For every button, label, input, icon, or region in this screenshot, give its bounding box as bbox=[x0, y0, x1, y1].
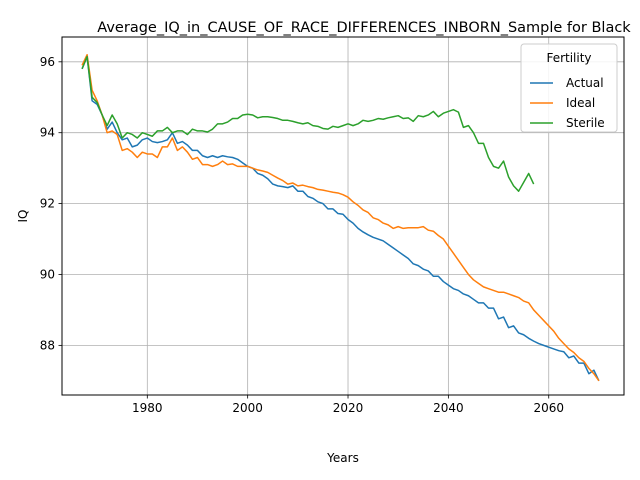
y-tick-label: 96 bbox=[40, 55, 55, 69]
x-tick-label: 2020 bbox=[333, 401, 364, 415]
series-line-ideal bbox=[81, 53, 600, 382]
series-line-actual bbox=[81, 55, 600, 382]
legend-title: Fertility bbox=[546, 51, 591, 65]
x-tick-label: 2040 bbox=[433, 401, 464, 415]
legend-items: Actual Ideal Sterile bbox=[530, 76, 605, 130]
y-tick-label: 92 bbox=[40, 197, 55, 211]
legend-label-actual: Actual bbox=[566, 76, 604, 90]
x-tick-label: 2060 bbox=[533, 401, 564, 415]
x-axis-label: Years bbox=[326, 451, 359, 465]
plot-frame bbox=[61, 36, 625, 396]
x-tick-label: 2000 bbox=[232, 401, 263, 415]
legend-box bbox=[520, 43, 618, 133]
y-tick-label: 94 bbox=[40, 126, 55, 140]
y-tick-label: 88 bbox=[40, 338, 55, 352]
x-tick-label: 1980 bbox=[132, 401, 163, 415]
y-tick-label: 90 bbox=[40, 267, 55, 281]
y-axis-label: IQ bbox=[16, 210, 30, 223]
legend-label-sterile: Sterile bbox=[566, 116, 605, 130]
legend-label-ideal: Ideal bbox=[566, 96, 595, 110]
chart-title: Average_IQ_in_CAUSE_OF_RACE_DIFFERENCES_… bbox=[97, 20, 631, 36]
series-line-sterile bbox=[81, 55, 535, 192]
legend: Fertility Actual Ideal Sterile bbox=[520, 43, 618, 133]
series-lines bbox=[81, 53, 600, 382]
axis-ticks: 1980 2000 2020 2040 2060 88 90 92 94 96 bbox=[40, 55, 564, 415]
